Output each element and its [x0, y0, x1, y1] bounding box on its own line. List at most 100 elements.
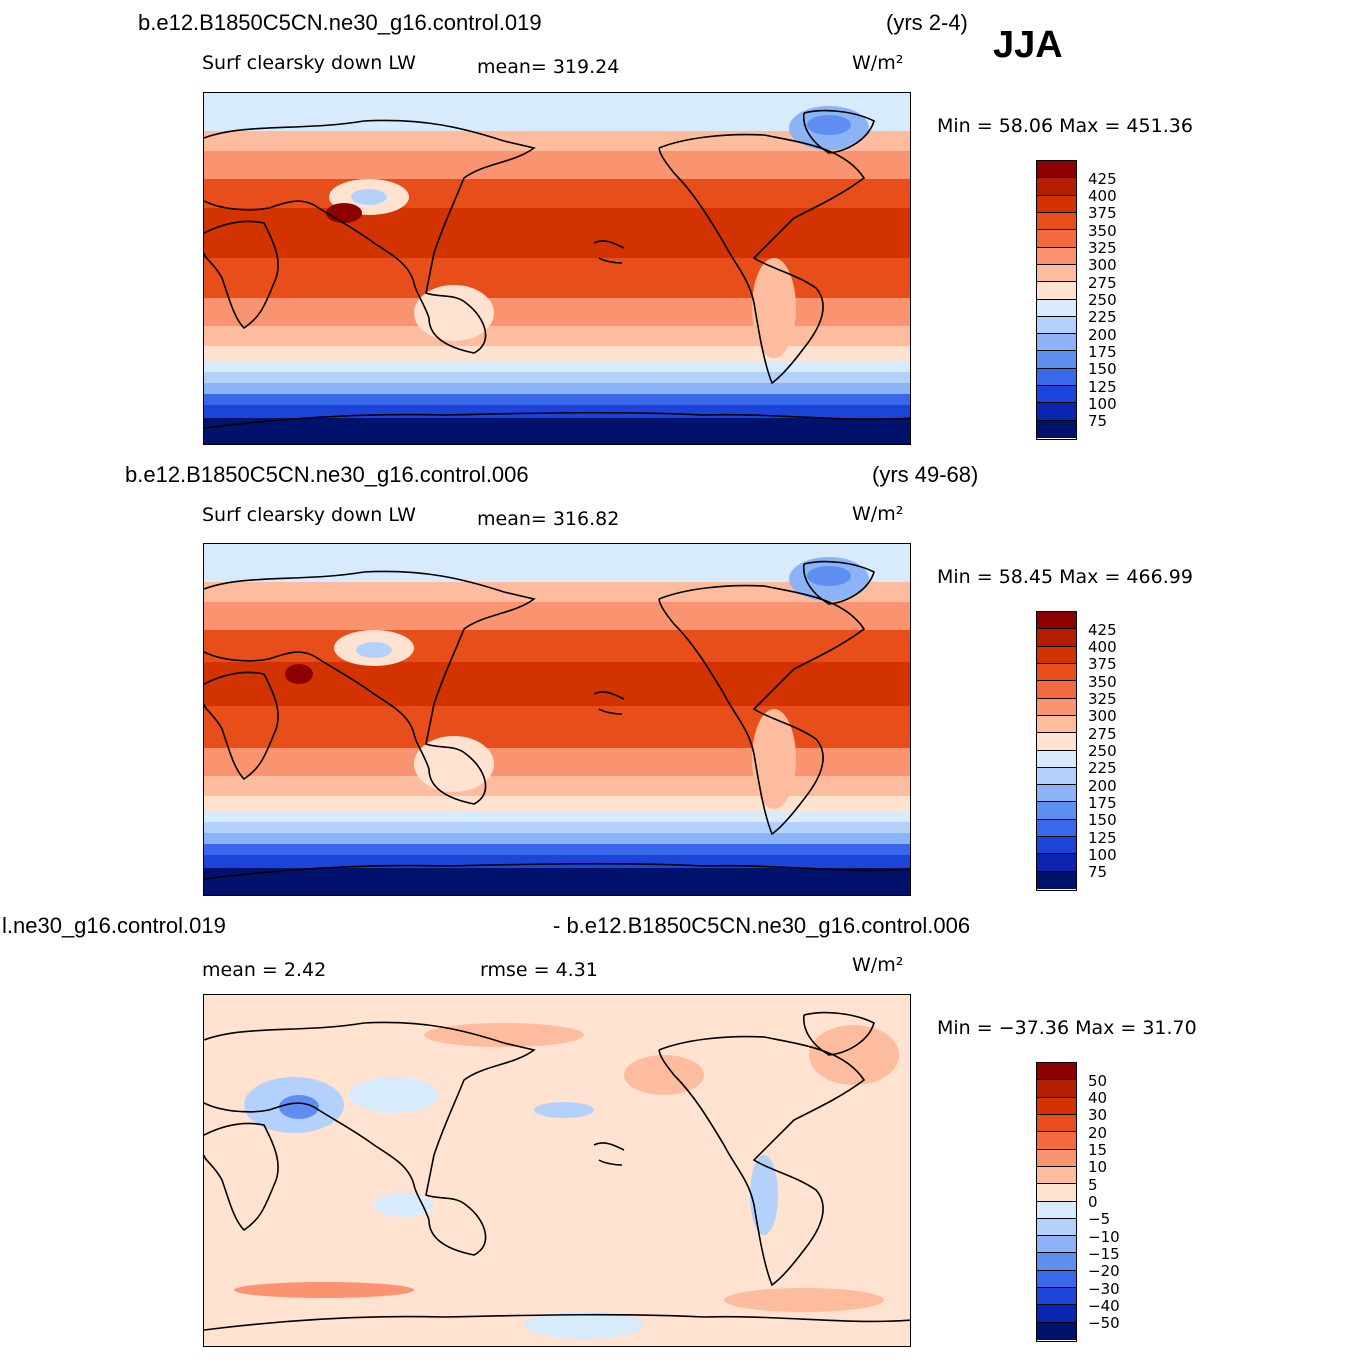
colorbar-box — [1037, 1063, 1076, 1081]
panel-2-mean: mean= 316.82 — [477, 508, 620, 530]
colorbar-box — [1037, 299, 1076, 317]
panel-3-colorbar — [1036, 1062, 1077, 1342]
colorbar-tick-label: 30 — [1088, 1106, 1108, 1125]
colorbar-box — [1037, 1184, 1076, 1202]
colorbar-box — [1037, 698, 1076, 716]
colorbar-tick-label: 275 — [1088, 724, 1117, 743]
colorbar-tick-label: 350 — [1088, 221, 1117, 240]
panel-3-field — [204, 995, 910, 1346]
panel-1-map — [203, 92, 911, 445]
colorbar-tick-label: −50 — [1088, 1314, 1120, 1333]
colorbar-tick-label: 50 — [1088, 1071, 1108, 1090]
colorbar-box — [1037, 612, 1076, 630]
colorbar-tick-label: 300 — [1088, 256, 1117, 275]
colorbar-tick-label: 400 — [1088, 638, 1117, 657]
colorbar-box — [1037, 681, 1076, 699]
colorbar-box — [1037, 1080, 1076, 1098]
colorbar-tick-label: 75 — [1088, 412, 1108, 431]
panel-1-case-title: b.e12.B1850C5CN.ne30_g16.control.019 — [138, 10, 542, 35]
colorbar-box — [1037, 264, 1076, 283]
colorbar-tick-label: 225 — [1088, 759, 1117, 778]
colorbar-tick-label: 10 — [1088, 1158, 1108, 1177]
colorbar-tick-label: 100 — [1088, 394, 1117, 413]
colorbar-tick-label: 15 — [1088, 1141, 1108, 1160]
panel-3-map — [203, 994, 911, 1347]
colorbar-tick-label: 225 — [1088, 308, 1117, 327]
colorbar-box — [1037, 1270, 1076, 1289]
colorbar-tick-label: 375 — [1088, 204, 1117, 223]
colorbar-tick-label: 350 — [1088, 672, 1117, 691]
colorbar-box — [1037, 1132, 1076, 1150]
colorbar-tick-label: 125 — [1088, 377, 1117, 396]
panel-1-variable: Surf clearsky down LW — [202, 52, 416, 74]
panel-3-case-title-left: l.ne30_g16.control.019 — [2, 913, 226, 938]
colorbar-tick-label: 425 — [1088, 169, 1117, 188]
colorbar-box — [1037, 1322, 1076, 1340]
colorbar-box — [1037, 1114, 1076, 1133]
colorbar-box — [1037, 767, 1076, 786]
colorbar-box — [1037, 785, 1076, 803]
panel-3-mean: mean = 2.42 — [202, 959, 327, 981]
colorbar-tick-label: 75 — [1088, 863, 1108, 882]
colorbar-box — [1037, 368, 1076, 387]
colorbar-tick-label: 150 — [1088, 360, 1117, 379]
colorbar-box — [1037, 1288, 1076, 1306]
panel-2-case-title: b.e12.B1850C5CN.ne30_g16.control.006 — [125, 462, 529, 487]
colorbar-tick-label: 325 — [1088, 239, 1117, 258]
colorbar-tick-label: −20 — [1088, 1262, 1120, 1281]
colorbar-box — [1037, 733, 1076, 751]
panel-2-years: (yrs 49-68) — [872, 462, 979, 487]
colorbar-tick-label: 250 — [1088, 291, 1117, 309]
colorbar-tick-label: 325 — [1088, 690, 1117, 709]
colorbar-tick-label: 0 — [1088, 1193, 1098, 1211]
colorbar-box — [1037, 837, 1076, 855]
colorbar-box — [1037, 629, 1076, 647]
colorbar-box — [1037, 161, 1076, 179]
colorbar-box — [1037, 1236, 1076, 1254]
colorbar-tick-label: −5 — [1088, 1210, 1111, 1229]
colorbar-tick-label: 275 — [1088, 273, 1117, 292]
colorbar-tick-label: −30 — [1088, 1279, 1120, 1298]
colorbar-box — [1037, 802, 1076, 820]
season-label: JJA — [993, 24, 1063, 66]
panel-2-colorbar — [1036, 611, 1077, 891]
colorbar-tick-label: −40 — [1088, 1296, 1120, 1315]
colorbar-box — [1037, 334, 1076, 352]
colorbar-tick-label: 150 — [1088, 811, 1117, 830]
colorbar-tick-label: 200 — [1088, 325, 1117, 344]
panel-3-rmse: rmse = 4.31 — [480, 959, 598, 981]
panel-2-variable: Surf clearsky down LW — [202, 504, 416, 526]
panel-2-minmax: Min = 58.45 Max = 466.99 — [937, 566, 1193, 588]
colorbar-box — [1037, 1097, 1076, 1115]
colorbar-tick-label: −10 — [1088, 1227, 1120, 1246]
colorbar-tick-label: −15 — [1088, 1244, 1120, 1263]
panel-1-field — [204, 93, 910, 444]
colorbar-box — [1037, 819, 1076, 838]
panel-1-years: (yrs 2-4) — [886, 10, 968, 35]
panel-2-units: W/m² — [852, 503, 904, 525]
panel-1-units: W/m² — [852, 52, 904, 74]
panel-3-minmax: Min = −37.36 Max = 31.70 — [937, 1017, 1197, 1039]
colorbar-box — [1037, 420, 1076, 438]
colorbar-box — [1037, 316, 1076, 335]
colorbar-tick-label: 200 — [1088, 776, 1117, 795]
colorbar-box — [1037, 1201, 1076, 1219]
colorbar-box — [1037, 212, 1076, 231]
colorbar-box — [1037, 195, 1076, 213]
colorbar-tick-label: 425 — [1088, 620, 1117, 639]
colorbar-box — [1037, 403, 1076, 421]
colorbar-box — [1037, 178, 1076, 196]
panel-2-field — [204, 544, 910, 895]
colorbar-box — [1037, 351, 1076, 369]
colorbar-tick-label: 100 — [1088, 845, 1117, 864]
colorbar-tick-label: 40 — [1088, 1089, 1108, 1108]
colorbar-box — [1037, 854, 1076, 872]
colorbar-tick-label: 300 — [1088, 707, 1117, 726]
colorbar-box — [1037, 386, 1076, 404]
colorbar-tick-label: 400 — [1088, 187, 1117, 206]
colorbar-box — [1037, 646, 1076, 664]
colorbar-box — [1037, 663, 1076, 682]
colorbar-tick-label: 250 — [1088, 742, 1117, 760]
colorbar-tick-label: 125 — [1088, 828, 1117, 847]
colorbar-tick-label: 375 — [1088, 655, 1117, 674]
